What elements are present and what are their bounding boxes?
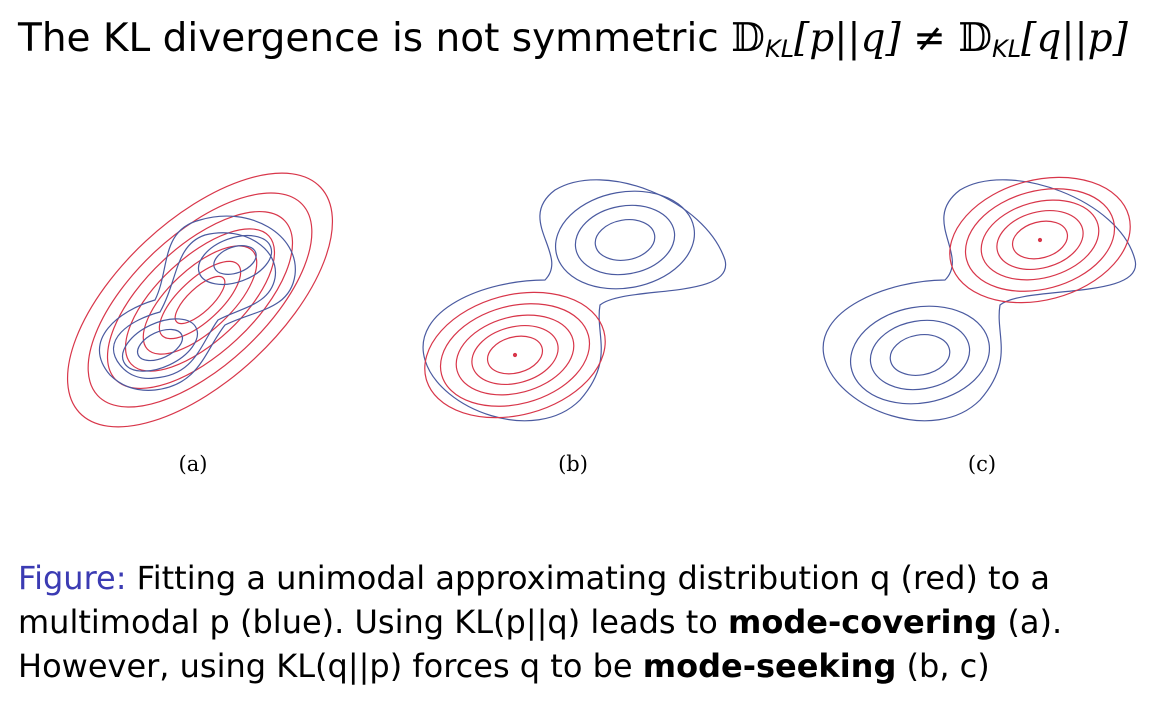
p-contours-blue <box>422 179 726 422</box>
figure-label: Figure: <box>18 559 127 597</box>
contour-panel-b <box>405 160 726 460</box>
contour-plot-c <box>822 176 1136 422</box>
not-equal-sign: ≠ <box>900 16 959 61</box>
figure-caption: Figure: Fitting a unimodal approximating… <box>18 556 1138 688</box>
q-contours-red <box>949 176 1131 304</box>
slide-title: The KL divergence is not symmetric 𝔻KL[p… <box>18 14 1128 74</box>
caption-text-3: (b, c) <box>896 647 990 685</box>
q-contours-red <box>424 291 606 419</box>
p-contours-blue <box>98 215 296 391</box>
caption-bold-mode-seeking: mode-seeking <box>642 647 897 685</box>
contour-panel-a <box>40 160 360 460</box>
kl-args-left: [p||q] <box>794 16 901 61</box>
kl-symbol-left: 𝔻 <box>731 16 765 61</box>
kl-subscript-right: KL <box>992 35 1022 63</box>
panel-label-a: (a) <box>178 452 208 476</box>
q-contours-red <box>66 172 334 428</box>
p-contours-blue <box>822 179 1136 422</box>
caption-text-2: (a). However, using KL(q||p) forces q to… <box>18 603 1063 685</box>
kl-args-right: [q||p] <box>1021 16 1128 61</box>
panel-label-b: (b) <box>558 452 588 476</box>
title-text: The KL divergence is not symmetric <box>18 16 732 61</box>
contour-plot-b <box>422 179 726 422</box>
panel-label-c: (c) <box>967 452 997 476</box>
contour-panel-c <box>810 160 1136 460</box>
kl-symbol-right: 𝔻 <box>958 16 993 61</box>
caption-text-1: Fitting a unimodal approximating distrib… <box>18 559 1050 641</box>
contour-plot-a <box>66 172 334 428</box>
kl-subscript-left: KL <box>764 35 795 63</box>
caption-bold-mode-covering: mode-covering <box>728 603 998 641</box>
